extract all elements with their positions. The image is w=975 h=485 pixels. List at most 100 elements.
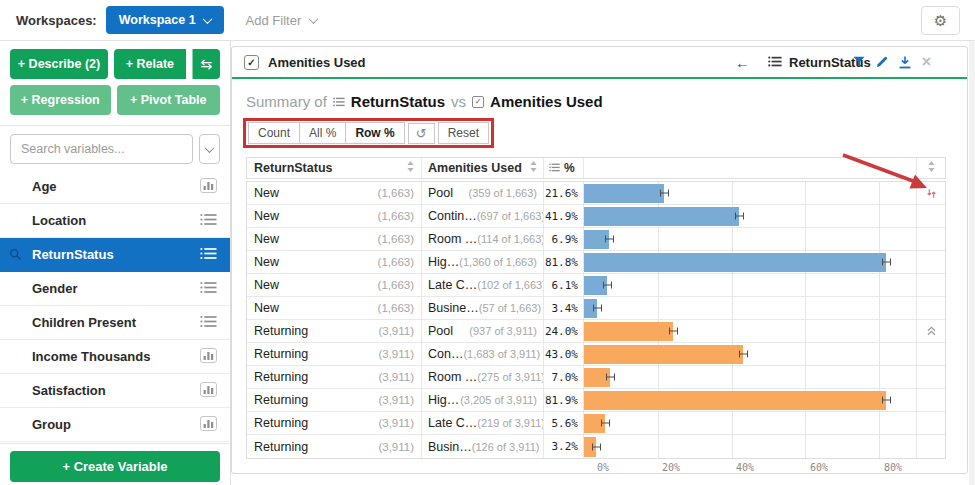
table-row[interactable]: New(1,663) Contin…(697 of 1,663) 41.9% [247,205,945,228]
table-row[interactable]: Returning(3,911) Hig…(3,205 of 3,911) 81… [247,389,945,412]
filter-icon[interactable] [853,56,865,68]
error-bar [601,420,610,427]
table-row[interactable]: New(1,663) Room …(114 of 1,663) 6.9% [247,228,945,251]
row-flag-cell[interactable] [917,297,945,319]
axis-tick-label: 20% [662,462,680,473]
row-flag-cell[interactable] [917,343,945,365]
sort-icon[interactable] [530,161,537,175]
group-value: New [254,255,279,269]
variable-label: Satisfaction [32,383,106,398]
download-icon[interactable] [899,56,911,69]
col-header-returnstatus: ReturnStatus [254,161,332,175]
amenity-count: (1,683 of 3,911) [463,348,540,360]
back-arrow-icon[interactable]: ← [735,54,750,71]
table-row[interactable]: New(1,663) Hig…(1,360 of 1,663) 81.8% [247,251,945,274]
group-value: Returning [254,370,308,384]
edit-pencil-icon[interactable] [876,56,888,68]
error-bar [603,282,612,289]
percent-value: 81.8% [544,251,584,273]
histogram-icon[interactable] [200,348,217,366]
row-flag-cell[interactable] [917,389,945,411]
group-count: (3,911) [378,417,414,429]
histogram-icon[interactable] [200,382,217,400]
row-flag-cell[interactable] [917,205,945,227]
regression-button[interactable]: + Regression [10,85,111,115]
percent-bar [584,207,739,226]
table-row[interactable]: Returning(3,911) Busin…(126 of 3,911) 3.… [247,435,945,458]
stat-button-all[interactable]: All % [299,122,346,144]
table-row[interactable]: Returning(3,911) Con…(1,683 of 3,911) 43… [247,343,945,366]
row-flag-cell[interactable] [917,228,945,250]
table-row[interactable]: New(1,663) Late C…(102 of 1,663) 6.1% [247,274,945,297]
group-count: (1,663) [378,210,414,222]
pivot-table-button[interactable]: + Pivot Table [117,85,221,115]
sidebar-item-children-present[interactable]: Children Present [0,306,230,340]
sidebar-item-income-thousands[interactable]: Income Thousands [0,340,230,374]
group-value: Returning [254,416,308,430]
stat-button-count[interactable]: Count [248,122,300,144]
close-icon[interactable]: × [922,54,931,70]
group-count: (3,911) [378,325,414,337]
amenity-count: (1,360 of 1,663) [459,256,537,268]
error-bar [592,443,601,450]
amenity-count: (359 of 1,663) [469,187,538,199]
sidebar-item-location[interactable]: Location [0,204,230,238]
error-bar [882,397,891,404]
histogram-icon[interactable] [200,178,217,196]
add-filter-label: Add Filter [246,13,302,28]
row-flag-cell[interactable] [917,435,945,458]
amenity-count: (57 of 1,663) [479,302,541,314]
swap-button[interactable]: ⇆ [192,49,220,79]
row-flag-cell[interactable] [917,274,945,296]
list-icon[interactable] [200,247,217,263]
histogram-icon[interactable] [200,416,217,434]
search-icon [9,248,22,264]
group-count: (3,911) [378,394,414,406]
add-filter-button[interactable]: Add Filter [246,13,318,28]
sidebar-item-satisfaction[interactable]: Satisfaction [0,374,230,408]
group-count: (3,911) [378,441,414,453]
refresh-button[interactable]: ↺ [408,123,435,144]
describe-button[interactable]: + Describe (2) [10,49,108,79]
amenity-value: Hig… [428,255,459,269]
table-row[interactable]: New(1,663) Busine…(57 of 1,663) 3.4% [247,297,945,320]
table-header-row: ReturnStatus Amenities Used % [246,157,946,179]
row-flag-cell[interactable] [917,251,945,273]
check-icon: ✓ [247,57,255,68]
sort-icon[interactable] [928,161,935,175]
collapse-icon[interactable] [917,320,945,342]
search-dropdown-button[interactable] [199,134,220,164]
list-icon[interactable] [200,315,217,331]
chart-x-axis: 0%20%40%60%80% [597,461,930,476]
amenity-count: (3,205 of 3,911) [460,394,537,406]
variable-label: Income Thousands [32,349,150,364]
amenity-value: Con… [428,347,463,361]
table-row[interactable]: Returning(3,911) Pool(937 of 3,911) 24.0… [247,320,945,343]
row-flag-cell[interactable] [917,366,945,388]
group-count: (1,663) [378,279,414,291]
settings-button[interactable]: ⚙ [921,6,960,35]
percent-value: 3.2% [544,435,584,458]
sort-active-icon[interactable] [917,182,945,204]
sidebar-item-gender[interactable]: Gender [0,272,230,306]
sort-icon[interactable] [407,161,414,175]
list-icon[interactable] [200,281,217,297]
row-flag-cell[interactable] [917,412,945,434]
table-row[interactable]: Returning(3,911) Room …(275 of 3,911) 7.… [247,366,945,389]
sidebar-item-group[interactable]: Group [0,408,230,442]
table-row[interactable]: New(1,663) Pool(359 of 1,663) 21.6% [247,182,945,205]
amenity-count: (219 of 3,911) [477,417,544,429]
search-variables-input[interactable] [10,134,193,164]
list-icon[interactable] [200,213,217,229]
create-variable-button[interactable]: + Create Variable [10,451,220,482]
relate-button[interactable]: + Relate [114,49,186,79]
sidebar-item-age[interactable]: Age [0,170,230,204]
sidebar-item-returnstatus[interactable]: ReturnStatus [0,238,230,272]
reset-button[interactable]: Reset [438,122,489,144]
stat-button-row[interactable]: Row % [345,122,404,144]
amenities-checkbox[interactable]: ✓ [244,55,259,70]
amenity-count: (937 of 3,911) [469,325,537,337]
amenity-value: Busine… [428,301,479,315]
table-row[interactable]: Returning(3,911) Late C…(219 of 3,911) 5… [247,412,945,435]
workspace-selector-button[interactable]: Workspace 1 [106,6,224,34]
